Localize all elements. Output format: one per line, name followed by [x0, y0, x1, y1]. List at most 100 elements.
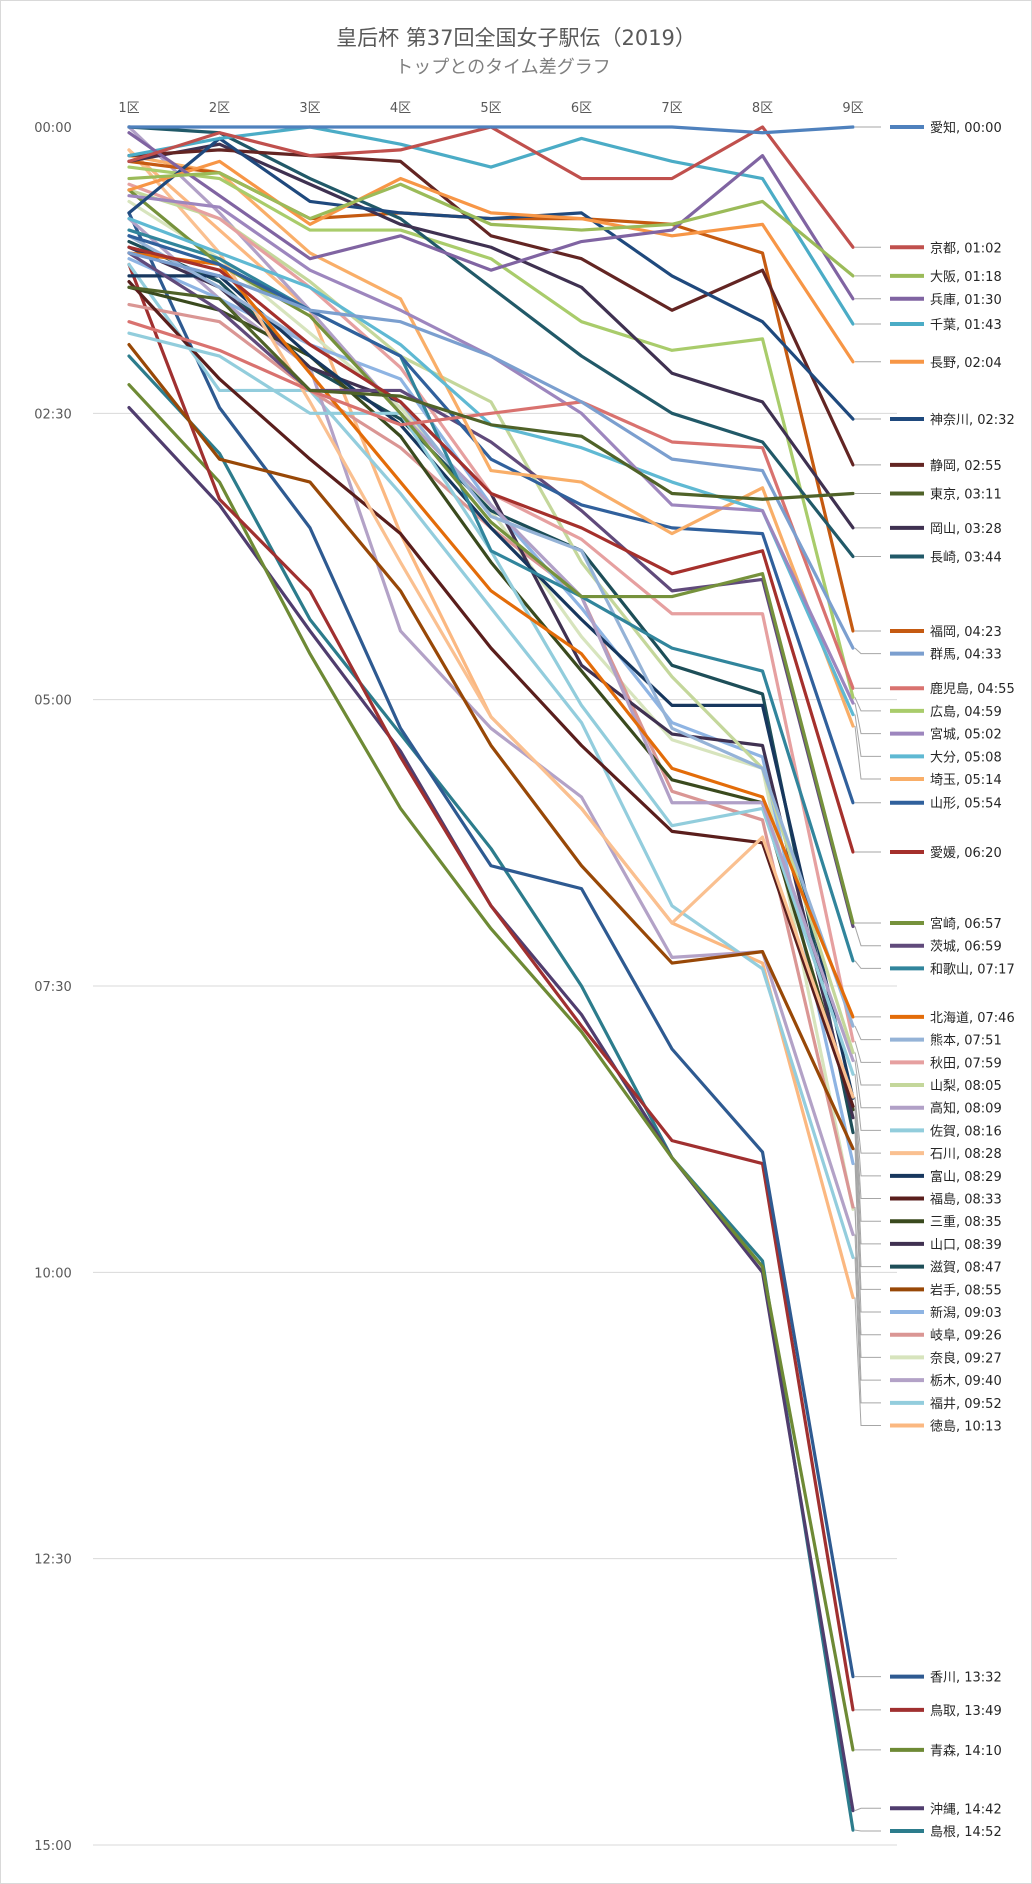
legend-item: 和歌山, 07:17 [854, 960, 1015, 977]
legend-item: 三重, 08:35 [854, 1109, 1002, 1230]
legend-label: 熊本, 07:51 [930, 1033, 1002, 1049]
legend-leader-line [854, 1106, 881, 1200]
legend-item: 大阪, 01:18 [855, 270, 1002, 285]
legend-item: 静岡, 02:55 [855, 459, 1002, 474]
series-line [127, 211, 855, 1679]
legend-label: 香川, 13:32 [930, 1671, 1002, 1686]
legend-item: 島根, 14:52 [854, 1825, 1002, 1840]
legend-item: 岩手, 08:55 [854, 1148, 1002, 1298]
y-tick-label: 10:00 [34, 1266, 71, 1281]
series-line [127, 343, 855, 1151]
series-line [127, 217, 855, 1237]
legend-item: 宮崎, 06:57 [855, 916, 1002, 932]
legend-label: 栃木, 09:40 [930, 1374, 1002, 1389]
series-line [127, 228, 855, 963]
legend-label: 神奈川, 02:32 [930, 413, 1015, 428]
legend-leader-line [854, 1209, 881, 1358]
legend-item: 神奈川, 02:32 [855, 413, 1015, 428]
series-line [127, 285, 855, 1112]
legend-label: 愛媛, 06:20 [930, 846, 1002, 861]
legend-label: 山梨, 08:05 [930, 1079, 1002, 1094]
y-tick-label: 05:00 [34, 694, 71, 709]
legend-label: 沖縄, 14:42 [930, 1802, 1002, 1817]
x-tick-label: 7区 [661, 101, 682, 116]
legend-label: 秋田, 07:59 [930, 1056, 1002, 1071]
legend-leader-line [854, 1132, 881, 1268]
legend-label: 佐賀, 08:16 [930, 1124, 1002, 1139]
legend-leader-line [854, 1040, 881, 1063]
legend-label: 千葉, 01:43 [930, 318, 1002, 333]
legend-leader-line [854, 697, 881, 712]
legend-item: 滋賀, 08:47 [854, 1132, 1002, 1276]
legend-label: 北海道, 07:46 [930, 1011, 1015, 1026]
legend-item: 福井, 09:52 [854, 1257, 1002, 1412]
legend-label: 石川, 08:28 [930, 1147, 1002, 1162]
series-line [127, 136, 855, 421]
legend-item: 岐阜, 09:26 [854, 1207, 1002, 1344]
series-line [127, 354, 855, 1832]
series-line [127, 239, 855, 1135]
series-line [127, 251, 855, 929]
series-line [127, 406, 855, 1813]
legend-label: 埼玉, 05:14 [930, 773, 1002, 788]
legend-leader-line [854, 1052, 881, 1086]
y-tick-label: 15:00 [34, 1839, 71, 1854]
gridlines [93, 412, 897, 1846]
legend-label: 滋賀, 08:47 [930, 1261, 1002, 1276]
legend-item: 富山, 08:29 [854, 1098, 1002, 1185]
legend-label: 高知, 08:09 [930, 1101, 1002, 1117]
legend-item: 埼玉, 05:14 [854, 725, 1002, 788]
series-line [127, 331, 855, 1076]
legend-item: 奈良, 09:27 [854, 1209, 1002, 1366]
legend-item: 長崎, 03:44 [855, 551, 1002, 566]
legend-leader-line [854, 926, 881, 947]
legend-item: 京都, 01:02 [855, 241, 1002, 256]
legend-label: 鳥取, 13:49 [930, 1704, 1002, 1719]
legend-leader-line [854, 1098, 881, 1177]
series-lines [127, 125, 855, 1832]
legend-item: 青森, 14:10 [855, 1744, 1002, 1759]
x-tick-label: 5区 [480, 101, 501, 116]
y-tick-label: 02:30 [34, 407, 71, 422]
legend-label: 福島, 08:33 [930, 1193, 1002, 1208]
y-tick-label: 07:30 [34, 980, 71, 995]
legend-label: 岐阜, 09:26 [930, 1328, 1002, 1344]
legend-item: 長野, 02:04 [855, 356, 1002, 371]
x-tick-label: 2区 [209, 101, 230, 116]
chart-title: 皇后杯 第37回全国女子駅伝（2019） [336, 26, 696, 50]
legend-leader-line [854, 1109, 881, 1222]
legend-label: 福井, 09:52 [930, 1397, 1002, 1412]
legend-label: 奈良, 09:27 [930, 1350, 1002, 1366]
legend-label: 群馬, 04:33 [930, 648, 1002, 663]
legend-item: 栃木, 09:40 [854, 1234, 1002, 1389]
legend-label: 宮城, 05:02 [930, 727, 1002, 743]
legend-leader-line [854, 1829, 881, 1832]
legend-label: 京都, 01:02 [930, 241, 1002, 256]
legend-item: 大分, 05:08 [854, 714, 1002, 765]
legend-leader-line [854, 1117, 881, 1245]
legend-leader-line [854, 647, 881, 655]
legend-item: 沖縄, 14:42 [854, 1802, 1002, 1817]
legend-item: 山形, 05:54 [855, 797, 1002, 812]
legend-item: 東京, 03:11 [855, 487, 1002, 503]
series-line [127, 165, 855, 699]
legend-leader-line [854, 1148, 881, 1290]
legend-label: 徳島, 10:13 [930, 1420, 1002, 1435]
legend-label: 広島, 04:59 [930, 705, 1002, 720]
series-line [127, 148, 855, 1300]
legend-item: 愛媛, 06:20 [855, 846, 1002, 861]
legend-item: 群馬, 04:33 [854, 647, 1002, 663]
legend-item: 福島, 08:33 [854, 1106, 1002, 1208]
legend-leader-line [854, 1163, 881, 1313]
x-tick-label: 9区 [842, 101, 863, 116]
legend-leader-line [854, 1807, 881, 1812]
legend-label: 鹿児島, 04:55 [930, 681, 1015, 697]
legend-item: 山梨, 08:05 [854, 1052, 1002, 1094]
legend-leader-line [854, 1025, 881, 1041]
legend: 愛知, 00:00 京都, 01:02 大阪, 01:18 兵庫, 01:30 千葉, … [854, 120, 1015, 1840]
series-line [127, 159, 855, 364]
legend-item: 佐賀, 08:16 [854, 1074, 1002, 1139]
x-tick-label: 1区 [118, 101, 139, 116]
series-line [127, 262, 855, 1260]
series-line [127, 125, 855, 1063]
